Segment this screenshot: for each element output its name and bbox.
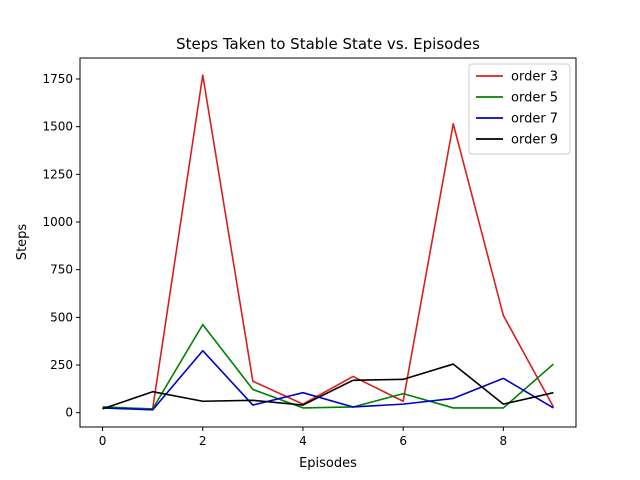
x-tick-label: 0 — [99, 434, 107, 448]
x-tick-label: 4 — [299, 434, 307, 448]
y-tick-label: 500 — [50, 310, 73, 324]
y-tick-label: 1750 — [42, 72, 73, 86]
legend-label-order-3: order 3 — [511, 70, 558, 85]
y-tick-label: 0 — [65, 406, 73, 420]
plot-frame — [79, 57, 577, 428]
y-tick-label: 250 — [50, 358, 73, 372]
y-axis-label: Steps — [15, 224, 30, 261]
y-tick-label: 1000 — [42, 215, 73, 229]
x-tick-label: 2 — [199, 434, 207, 448]
x-axis-label: Episodes — [299, 456, 357, 471]
y-tick-label: 1500 — [42, 120, 73, 134]
series-line-order-5 — [102, 323, 554, 410]
legend-label-order-9: order 9 — [511, 133, 558, 148]
y-tick-label: 750 — [50, 263, 73, 277]
legend: order 3 order 5 order 7 order 9 — [468, 63, 571, 155]
y-tick-label: 1250 — [42, 167, 73, 181]
chart-title: Steps Taken to Stable State vs. Episodes — [176, 35, 480, 53]
plot-area — [102, 74, 555, 411]
series-line-order-3 — [102, 74, 555, 410]
y-axis: 0 250 500 750 1000 1250 1500 1750 — [42, 72, 80, 420]
legend-label-order-5: order 5 — [511, 91, 558, 106]
legend-label-order-7: order 7 — [511, 112, 558, 127]
series-line-order-7 — [102, 349, 554, 411]
x-tick-label: 8 — [500, 434, 508, 448]
x-axis: 0 2 4 6 8 — [99, 427, 507, 448]
series-line-order-9 — [102, 363, 554, 410]
legend-box — [468, 63, 571, 155]
x-tick-label: 6 — [399, 434, 407, 448]
